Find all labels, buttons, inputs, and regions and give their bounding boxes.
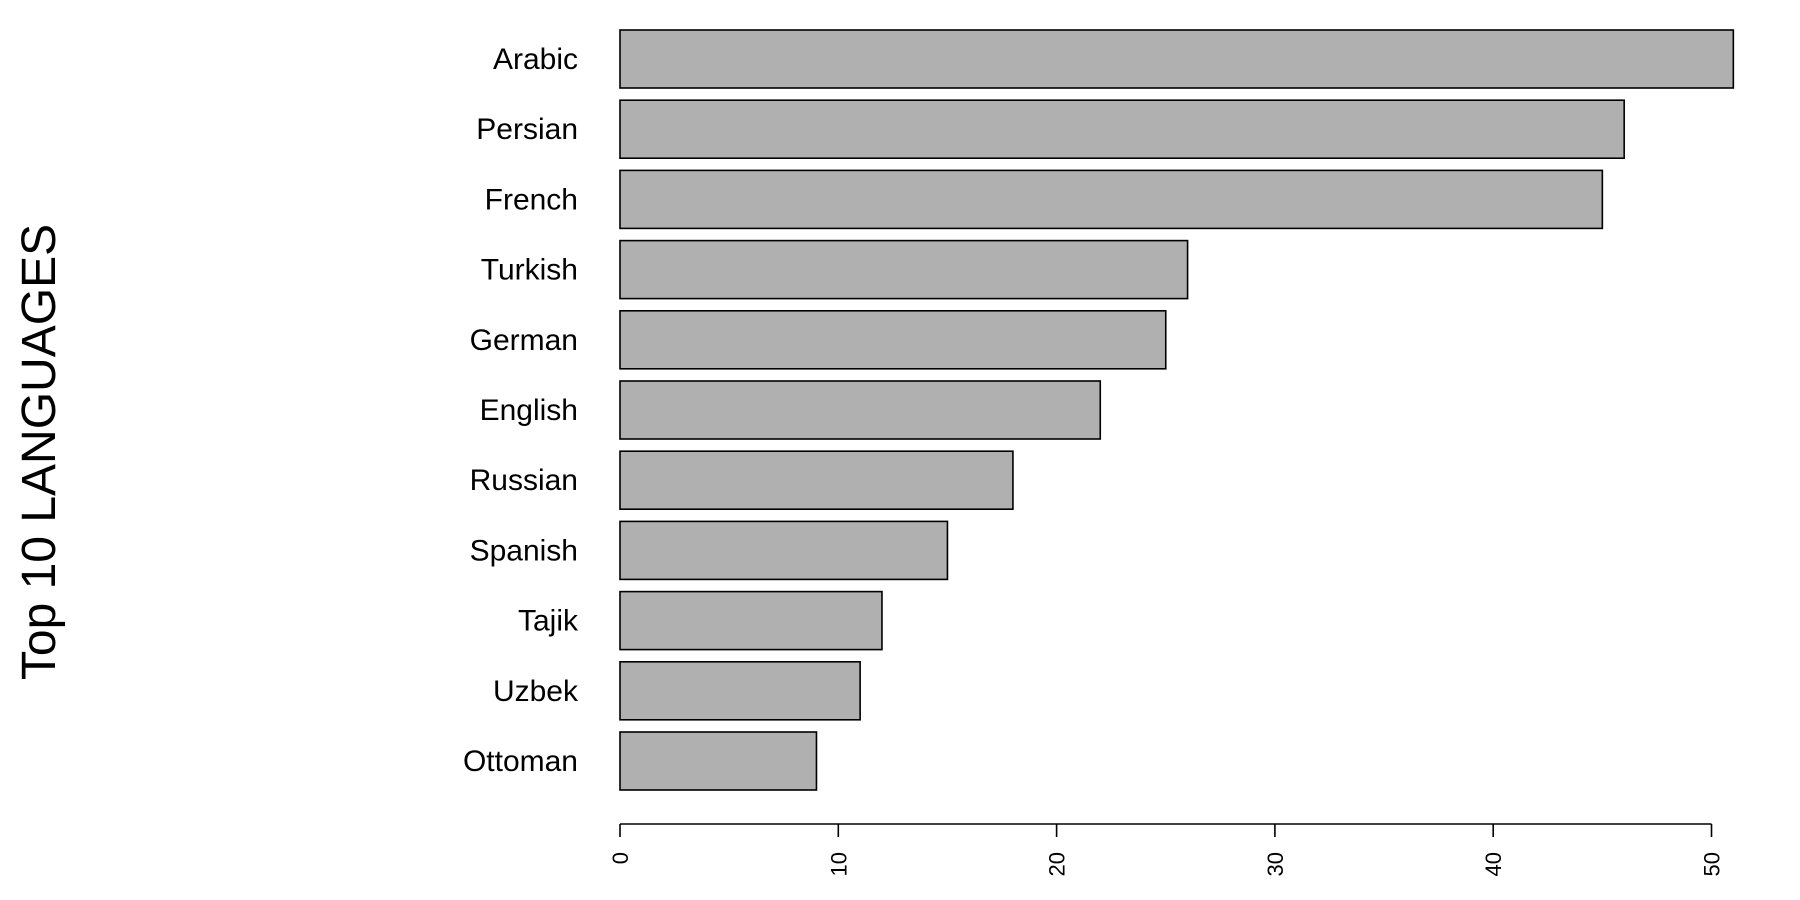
bar-spanish — [619, 520, 949, 581]
x-tick-label: 40 — [1481, 852, 1506, 876]
x-tick-label: 30 — [1263, 852, 1288, 876]
bar-turkish — [619, 239, 1189, 300]
category-labels: Arabic Persian French Turkish German English R… — [463, 43, 579, 778]
x-tick-label: 10 — [826, 852, 851, 876]
bar-tajik — [619, 590, 883, 651]
category-label: English — [480, 394, 578, 427]
category-label: Turkish — [481, 254, 578, 287]
category-label: Russian — [470, 464, 578, 497]
bar-french — [619, 169, 1604, 230]
category-label: Uzbek — [493, 675, 579, 708]
bar-uzbek — [619, 660, 861, 721]
x-tick-label: 20 — [1045, 852, 1070, 876]
category-label: German — [470, 324, 578, 357]
x-tick-label: 0 — [608, 852, 633, 864]
bar-russian — [619, 450, 1014, 511]
bar-arabic — [619, 29, 1735, 89]
category-label: French — [485, 183, 578, 216]
bar-ottoman — [619, 731, 818, 791]
category-label: Persian — [476, 113, 578, 146]
category-label: Tajik — [518, 605, 579, 638]
bars-group — [619, 29, 1735, 791]
bar-persian — [619, 99, 1625, 159]
y-axis-label: Top 10 LANGUAGES — [13, 224, 66, 680]
bar-english — [619, 380, 1102, 440]
category-label: Arabic — [493, 43, 578, 76]
category-label: Ottoman — [463, 745, 578, 778]
bar-german — [619, 309, 1167, 370]
x-tick-label: 50 — [1700, 852, 1725, 876]
x-axis: 0 10 20 30 40 50 — [608, 823, 1725, 876]
category-label: Spanish — [470, 534, 578, 567]
